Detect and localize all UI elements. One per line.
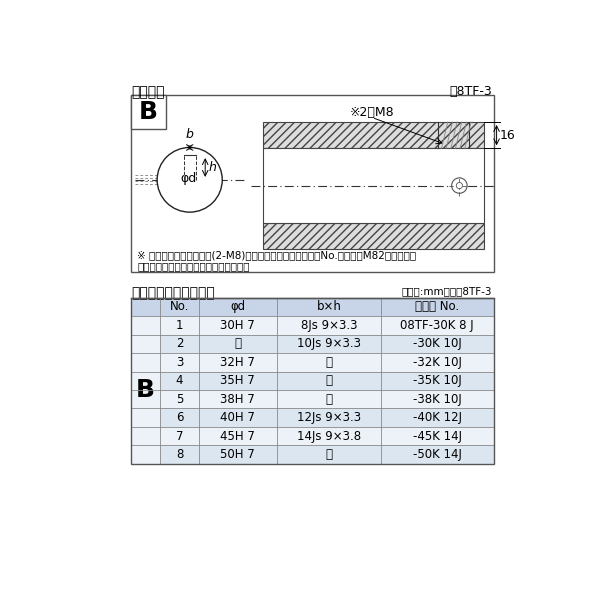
- Text: 38H 7: 38H 7: [220, 393, 255, 406]
- Text: 〃: 〃: [325, 356, 332, 369]
- Text: 7: 7: [176, 430, 184, 443]
- Text: b×h: b×h: [316, 301, 341, 313]
- Bar: [160, 353, 493, 371]
- Text: 〃: 〃: [325, 448, 332, 461]
- Text: 2: 2: [176, 337, 184, 350]
- Bar: [131, 95, 166, 129]
- Text: No.: No.: [170, 301, 190, 313]
- Text: 14Js 9×3.8: 14Js 9×3.8: [297, 430, 361, 443]
- Bar: [160, 409, 493, 427]
- Circle shape: [157, 148, 222, 212]
- Text: -32K 10J: -32K 10J: [413, 356, 462, 369]
- Circle shape: [452, 178, 467, 193]
- Text: -45K 14J: -45K 14J: [413, 430, 462, 443]
- Text: -50K 14J: -50K 14J: [413, 448, 462, 461]
- Text: 50H 7: 50H 7: [220, 448, 255, 461]
- Text: 図8TF-3: 図8TF-3: [449, 85, 492, 98]
- Text: 〃: 〃: [234, 337, 241, 350]
- Text: 6: 6: [176, 411, 184, 424]
- Text: 1: 1: [176, 319, 184, 332]
- Bar: [160, 335, 493, 353]
- Text: 10Js 9×3.3: 10Js 9×3.3: [297, 337, 361, 350]
- Text: （単位:mm）　表8TF-3: （単位:mm） 表8TF-3: [401, 286, 492, 296]
- Text: 08TF-30K 8 J: 08TF-30K 8 J: [401, 319, 474, 332]
- Text: -40K 12J: -40K 12J: [413, 411, 462, 424]
- Text: ※ セットボルト用タップ(2-M8)が必要な場合は右記コードNo.の末尾にM82を付ける。: ※ セットボルト用タップ(2-M8)が必要な場合は右記コードNo.の末尾にM82…: [137, 251, 416, 260]
- Text: 3: 3: [176, 356, 184, 369]
- Text: 軸穴形状コード一覧表: 軸穴形状コード一覧表: [131, 286, 215, 300]
- Text: コード No.: コード No.: [415, 301, 460, 313]
- Text: 4: 4: [176, 374, 184, 387]
- Text: 45H 7: 45H 7: [220, 430, 255, 443]
- Text: （セットボルトは付属されています。）: （セットボルトは付属されています。）: [137, 262, 250, 271]
- Text: 軸穴形状: 軸穴形状: [131, 85, 164, 99]
- Bar: [160, 316, 493, 335]
- Bar: [160, 445, 493, 464]
- Text: 32H 7: 32H 7: [220, 356, 255, 369]
- Text: φd: φd: [180, 172, 196, 185]
- Text: φd: φd: [230, 301, 245, 313]
- Bar: [131, 298, 493, 316]
- Text: B: B: [139, 100, 158, 124]
- Bar: [263, 122, 484, 148]
- Bar: [160, 371, 493, 390]
- Circle shape: [457, 182, 463, 188]
- Text: b: b: [186, 128, 194, 141]
- Text: 16: 16: [500, 128, 515, 142]
- Text: 30H 7: 30H 7: [220, 319, 255, 332]
- Bar: [131, 95, 493, 272]
- Bar: [263, 223, 484, 249]
- Text: 35H 7: 35H 7: [220, 374, 255, 387]
- Bar: [131, 298, 493, 464]
- Text: B: B: [136, 378, 155, 402]
- Bar: [160, 427, 493, 445]
- Text: h: h: [208, 161, 216, 174]
- Text: 5: 5: [176, 393, 184, 406]
- Bar: [263, 148, 484, 223]
- Text: -35K 10J: -35K 10J: [413, 374, 461, 387]
- Bar: [131, 316, 160, 464]
- Text: 〃: 〃: [325, 393, 332, 406]
- Text: 〃: 〃: [325, 374, 332, 387]
- Text: 8Js 9×3.3: 8Js 9×3.3: [301, 319, 357, 332]
- Text: 12Js 9×3.3: 12Js 9×3.3: [297, 411, 361, 424]
- Text: ※2－M8: ※2－M8: [350, 106, 395, 119]
- Text: -38K 10J: -38K 10J: [413, 393, 461, 406]
- Text: 40H 7: 40H 7: [220, 411, 255, 424]
- Text: 8: 8: [176, 448, 184, 461]
- Bar: [160, 390, 493, 409]
- Text: -30K 10J: -30K 10J: [413, 337, 461, 350]
